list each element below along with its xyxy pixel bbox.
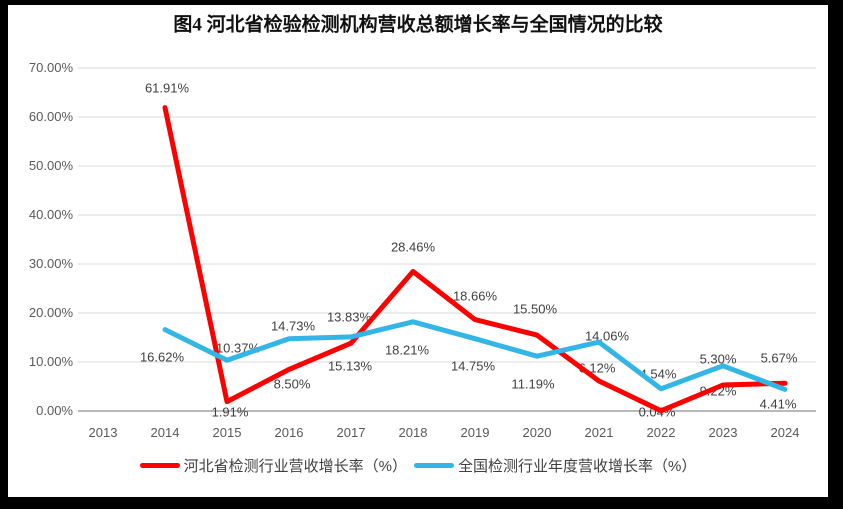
chart-title: 图4 河北省检验检测机构营收总额增长率与全国情况的比较 [173,14,663,36]
x-axis-tick-label: 2022 [646,425,676,440]
y-axis-tick-label: 20.00% [28,305,73,320]
data-label: 15.50% [512,301,558,317]
x-axis-tick-label: 2021 [584,425,614,440]
x-axis-tick-label: 2024 [770,425,800,440]
data-label: 1.91% [211,404,249,420]
x-axis-tick-label: 2017 [336,425,366,440]
x-axis-tick-label: 2023 [708,425,738,440]
legend-item-national: 全国检测行业年度营收增长率（%） [414,455,696,476]
data-label: 15.13% [327,358,373,374]
data-label: 14.75% [450,358,496,374]
y-axis-tick-label: 50.00% [28,158,73,173]
hebei-line-swatch [139,463,180,468]
y-axis-tick-label: 60.00% [28,109,73,124]
x-axis-tick-label: 2020 [522,425,552,440]
data-label: 4.41% [759,396,797,412]
x-axis-tick-label: 2019 [460,425,490,440]
y-axis-tick-label: 0.00% [36,403,73,418]
data-label: 28.46% [390,239,436,255]
data-label: 10.37% [215,340,261,356]
x-axis-tick-label: 2014 [150,425,180,440]
data-label: 5.67% [760,350,798,366]
legend: 河北省检测行业营收增长率（%） 全国检测行业年度营收增长率（%） [8,455,828,476]
data-label: 4.54% [639,366,677,382]
data-label: 5.30% [699,351,737,367]
national-line-swatch [414,463,454,468]
x-axis-tick-label: 2016 [274,425,304,440]
x-axis-tick-label: 2013 [88,425,118,440]
y-axis-tick-label: 70.00% [28,60,73,75]
data-label: 8.50% [273,376,311,392]
legend-label-national: 全国检测行业年度营收增长率（%） [458,458,697,475]
data-label: 11.19% [511,376,555,392]
legend-label-hebei: 河北省检测行业营收增长率（%） [183,458,407,475]
data-label: 61.91% [144,80,190,96]
data-label: 0.04% [638,404,676,420]
data-label: 9.22% [699,383,737,399]
y-axis-tick-label: 10.00% [28,354,73,369]
data-label: 14.73% [270,318,316,334]
x-axis-tick-label: 2015 [212,425,242,440]
data-label: 18.66% [452,288,498,304]
x-axis-tick-label: 2018 [398,425,428,440]
data-label: 16.62% [139,349,185,365]
data-label: 6.12% [578,360,616,376]
legend-item-hebei: 河北省检测行业营收增长率（%） [139,455,407,476]
data-label: 14.06% [584,328,630,344]
y-axis-tick-label: 40.00% [28,207,73,222]
y-axis-tick-label: 30.00% [28,256,73,271]
data-label: 13.83% [326,309,372,325]
data-label: 18.21% [384,342,430,358]
